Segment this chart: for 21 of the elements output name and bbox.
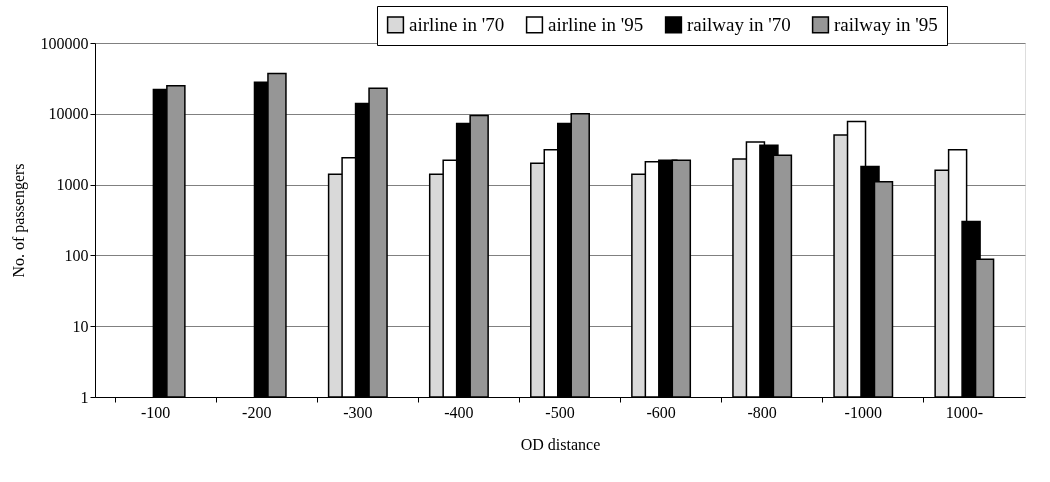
- x-tick-label: -500: [545, 403, 575, 421]
- x-tick-label: 1000-: [945, 403, 984, 421]
- legend-label: airline in '95: [548, 13, 644, 35]
- y-tick-label: 1000: [56, 176, 89, 194]
- legend-label: railway in '70: [687, 13, 791, 35]
- y-tick-label: 100000: [40, 34, 89, 52]
- x-tick-label: -400: [444, 403, 474, 421]
- x-axis-title: OD distance: [520, 435, 601, 453]
- y-tick-label: 10: [72, 317, 89, 335]
- x-tick-label: -300: [343, 403, 373, 421]
- y-tick-label: 10000: [48, 105, 89, 123]
- x-tick-label: -600: [646, 403, 676, 421]
- y-tick-label: 1: [80, 388, 89, 406]
- y-tick-label: 100: [64, 246, 89, 264]
- x-tick-label: -200: [242, 403, 272, 421]
- legend-label: airline in '70: [409, 13, 505, 35]
- y-axis-title: No. of passengers: [9, 163, 28, 278]
- legend-label: railway in '95: [834, 13, 938, 35]
- x-tick-label: -100: [140, 403, 171, 421]
- x-tick-label: -1000: [844, 403, 882, 421]
- x-tick-label: -800: [747, 403, 777, 421]
